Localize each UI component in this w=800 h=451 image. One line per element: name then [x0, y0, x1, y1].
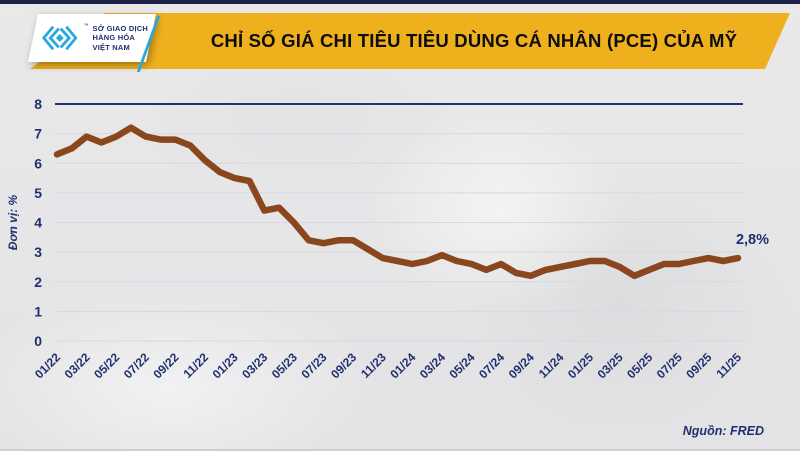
x-tick-label: 07/23	[298, 350, 329, 381]
x-tick-label: 07/25	[654, 350, 685, 381]
y-tick-label: 6	[34, 155, 42, 171]
x-tick-label: 11/23	[358, 350, 389, 381]
y-tick-label: 3	[34, 244, 42, 260]
x-tick-label: 09/23	[328, 350, 359, 381]
x-tick-label: 01/25	[565, 350, 596, 381]
y-tick-label: 4	[34, 215, 42, 231]
x-tick-label: 09/24	[506, 350, 537, 381]
y-tick-label: 2	[34, 274, 42, 290]
x-tick-label: 09/22	[150, 350, 181, 381]
chart-title: CHỈ SỐ GIÁ CHI TIÊU TIÊU DÙNG CÁ NHÂN (P…	[210, 30, 738, 51]
y-tick-label: 0	[34, 333, 42, 349]
trademark-symbol: ™	[83, 23, 89, 29]
x-tick-label: 03/23	[239, 350, 270, 381]
logo-line-3: VIỆT NAM	[92, 42, 130, 52]
x-tick-label: 01/24	[387, 350, 418, 381]
x-tick-label: 05/22	[91, 350, 122, 381]
mxv-logo-plate: ™ SỞ GIAO DỊCH HÀNG HÓA VIỆT NAM	[28, 14, 156, 62]
y-axis-title: Đơn vị: %	[6, 194, 20, 250]
logo-line-1: SỞ GIAO DỊCH	[92, 23, 148, 33]
mxv-logo-text: SỞ GIAO DỊCH HÀNG HÓA VIỆT NAM	[93, 24, 148, 52]
source-credit: Nguồn: FRED	[682, 424, 764, 438]
x-tick-label: 05/23	[269, 350, 300, 381]
x-tick-label: 03/22	[62, 350, 93, 381]
x-tick-label: 03/25	[595, 350, 626, 381]
x-tick-label: 01/23	[210, 350, 241, 381]
x-tick-label: 11/24	[536, 350, 567, 381]
logo-line-2: HÀNG HÓA	[92, 33, 135, 43]
pce-line	[53, 124, 742, 280]
x-tick-label: 11/25	[713, 350, 744, 381]
x-tick-label: 03/24	[417, 350, 448, 381]
y-tick-label: 8	[34, 96, 42, 112]
x-tick-label: 07/24	[476, 350, 507, 381]
mxv-logo: ™ SỞ GIAO DỊCH HÀNG HÓA VIỆT NAM	[28, 14, 156, 62]
x-tick-label: 11/22	[180, 350, 211, 381]
y-tick-label: 1	[34, 303, 42, 319]
x-tick-label: 05/25	[624, 350, 655, 381]
x-tick-label: 09/25	[683, 350, 714, 381]
x-tick-label: 05/24	[447, 350, 478, 381]
y-tick-label: 5	[34, 185, 42, 201]
last-value-label: 2,8%	[736, 232, 769, 248]
x-tick-label: 01/22	[32, 350, 63, 381]
y-tick-label: 7	[34, 126, 42, 142]
x-tick-label: 07/22	[121, 350, 152, 381]
top-navy-bar	[0, 0, 800, 4]
mxv-logo-icon	[40, 22, 80, 54]
